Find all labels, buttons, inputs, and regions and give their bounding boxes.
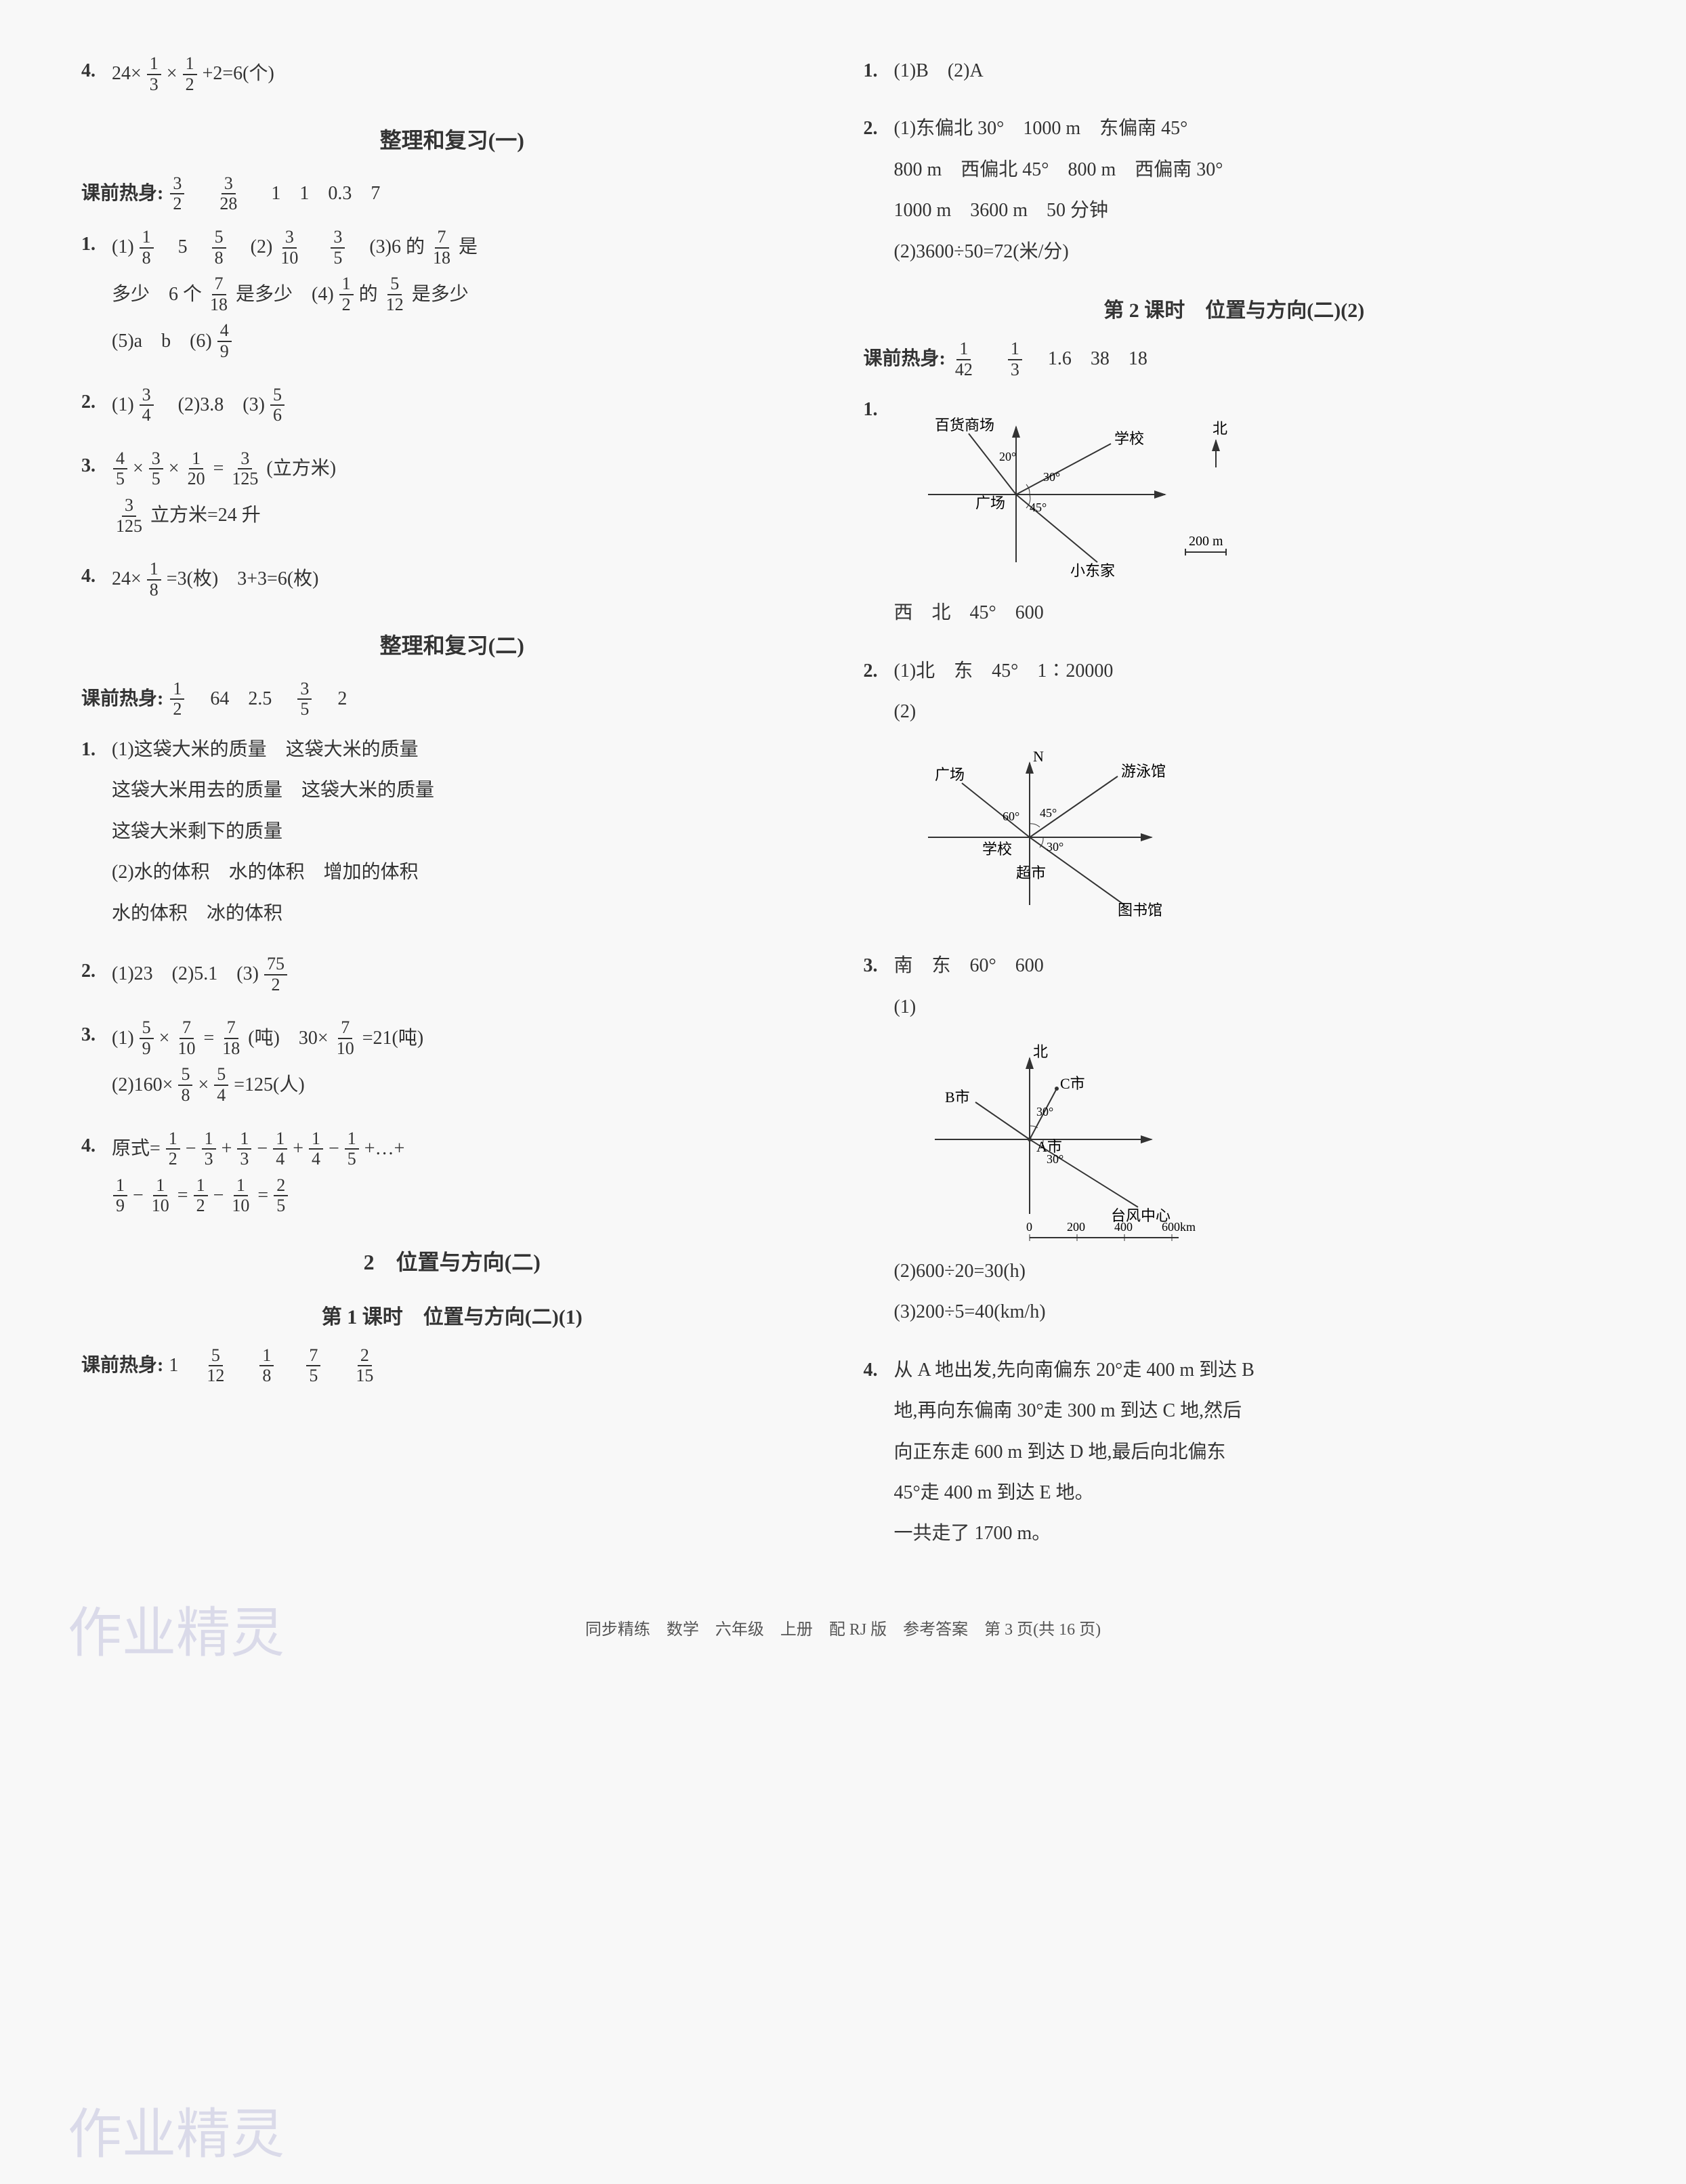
svg-text:N: N xyxy=(1033,748,1044,765)
compass-diagram-2: 广场 N 游泳馆 学校 超市 图书馆 60° 45° 30° xyxy=(894,742,1605,919)
r-problem-2b: 2. (1)北 东 45° 1∶20000 (2) 广场 N 游泳馆 xyxy=(864,654,1605,933)
svg-text:游泳馆: 游泳馆 xyxy=(1121,763,1166,780)
page-footer: 同步精练 数学 六年级 上册 配 RJ 版 参考答案 第 3 页(共 16 页) xyxy=(81,1616,1605,1645)
svg-text:200 m: 200 m xyxy=(1189,534,1223,549)
problem-content: 24× 13 × 12 +2=6(个) xyxy=(112,54,823,94)
svg-text:广场: 广场 xyxy=(975,495,1005,511)
fraction: 13 xyxy=(147,54,161,94)
problem-1: 1. (1) 18 5 58 (2) 310 35 (3)6 的 718 是 多 xyxy=(81,228,823,369)
svg-text:200: 200 xyxy=(1067,1220,1085,1234)
problem-2b: 2. (1)23 (2)5.1 (3) 752 xyxy=(81,954,823,1001)
svg-text:北: 北 xyxy=(1033,1043,1048,1060)
svg-text:20°: 20° xyxy=(999,450,1016,463)
svg-text:30°: 30° xyxy=(1047,840,1063,854)
warmup-3: 课前热身: 1 512 18 75 215 xyxy=(81,1346,823,1386)
svg-text:400: 400 xyxy=(1114,1220,1133,1234)
section-title-2: 整理和复习(二) xyxy=(81,627,823,666)
svg-text:45°: 45° xyxy=(1030,501,1047,514)
warmup-2: 课前热身: 12 64 2.5 35 2 xyxy=(81,679,823,719)
sub-title-3: 第 1 课时 位置与方向(二)(1) xyxy=(81,1299,823,1336)
r-problem-1: 1. (1)B (2)A xyxy=(864,54,1605,95)
svg-text:0: 0 xyxy=(1026,1220,1032,1234)
r-warmup: 课前热身: 142 13 1.6 38 18 xyxy=(864,339,1605,379)
svg-text:图书馆: 图书馆 xyxy=(1118,902,1162,919)
svg-text:B市: B市 xyxy=(945,1089,970,1106)
watermark: 作业精灵 xyxy=(68,2086,284,2184)
problem-4: 4. 24× 18 =3(枚) 3+3=6(枚) xyxy=(81,560,823,606)
problem-1b: 1. (1)这袋大米的质量 这袋大米的质量 这袋大米用去的质量 这袋大米的质量 … xyxy=(81,733,823,938)
problem-3: 3. 45 × 35 × 120 = 3125 (立方米) 3125 立方米=2… xyxy=(81,449,823,543)
right-column: 1. (1)B (2)A 2. (1)东偏北 30° 1000 m 东偏南 45… xyxy=(864,54,1605,1575)
svg-text:学校: 学校 xyxy=(1114,430,1144,447)
svg-text:小东家: 小东家 xyxy=(1070,562,1115,579)
svg-text:30°: 30° xyxy=(1047,1152,1063,1166)
svg-text:广场: 广场 xyxy=(935,766,965,783)
section-title-3: 2 位置与方向(二) xyxy=(81,1243,823,1282)
svg-text:30°: 30° xyxy=(1043,470,1060,484)
warmup-1: 课前热身: 32 328 1 1 0.3 7 xyxy=(81,174,823,214)
svg-text:超市: 超市 xyxy=(1016,864,1046,881)
problem-3b: 3. (1) 59 × 710 = 718 (吨) 30× 710 =21(吨)… xyxy=(81,1018,823,1112)
svg-text:北: 北 xyxy=(1213,420,1227,437)
problem-2: 2. (1) 34 (2)3.8 (3) 56 xyxy=(81,385,823,432)
svg-text:60°: 60° xyxy=(1003,810,1019,823)
r-diagram-1: 1. 百货商场 学校 广场 小东家 20° 3 xyxy=(864,393,1605,637)
r-problem-3b: 3. 南 东 60° 600 (1) 北 C市 xyxy=(864,949,1605,1337)
problem-num: 4. xyxy=(81,54,105,88)
svg-text:30°: 30° xyxy=(1036,1105,1053,1118)
section-title-1: 整理和复习(一) xyxy=(81,121,823,161)
r-sub-title-2: 第 2 课时 位置与方向(二)(2) xyxy=(864,293,1605,329)
compass-diagram-1: 百货商场 学校 广场 小东家 20° 30° 45° 北 xyxy=(894,406,1605,583)
svg-text:百货商场: 百货商场 xyxy=(935,417,994,434)
problem-4-top: 4. 24× 13 × 12 +2=6(个) xyxy=(81,54,823,101)
svg-text:学校: 学校 xyxy=(982,841,1012,858)
left-column: 4. 24× 13 × 12 +2=6(个) 整理和复习(一) 课前热身: 32… xyxy=(81,54,823,1575)
svg-text:45°: 45° xyxy=(1040,806,1057,820)
compass-diagram-3: 北 C市 B市 A市 台风中心 30° 30° 0 xyxy=(894,1038,1605,1241)
r-problem-4: 4. 从 A 地出发,先向南偏东 20°走 400 m 到达 B 地,再向东偏南… xyxy=(864,1353,1605,1558)
problem-4b: 4. 原式= 12 − 13 + 13 − 14 + 14 − 15 +…+ xyxy=(81,1129,823,1223)
r-problem-2: 2. (1)东偏北 30° 1000 m 东偏南 45° 800 m 西偏北 4… xyxy=(864,112,1605,276)
svg-text:C市: C市 xyxy=(1060,1075,1085,1092)
svg-text:600km: 600km xyxy=(1162,1220,1196,1234)
